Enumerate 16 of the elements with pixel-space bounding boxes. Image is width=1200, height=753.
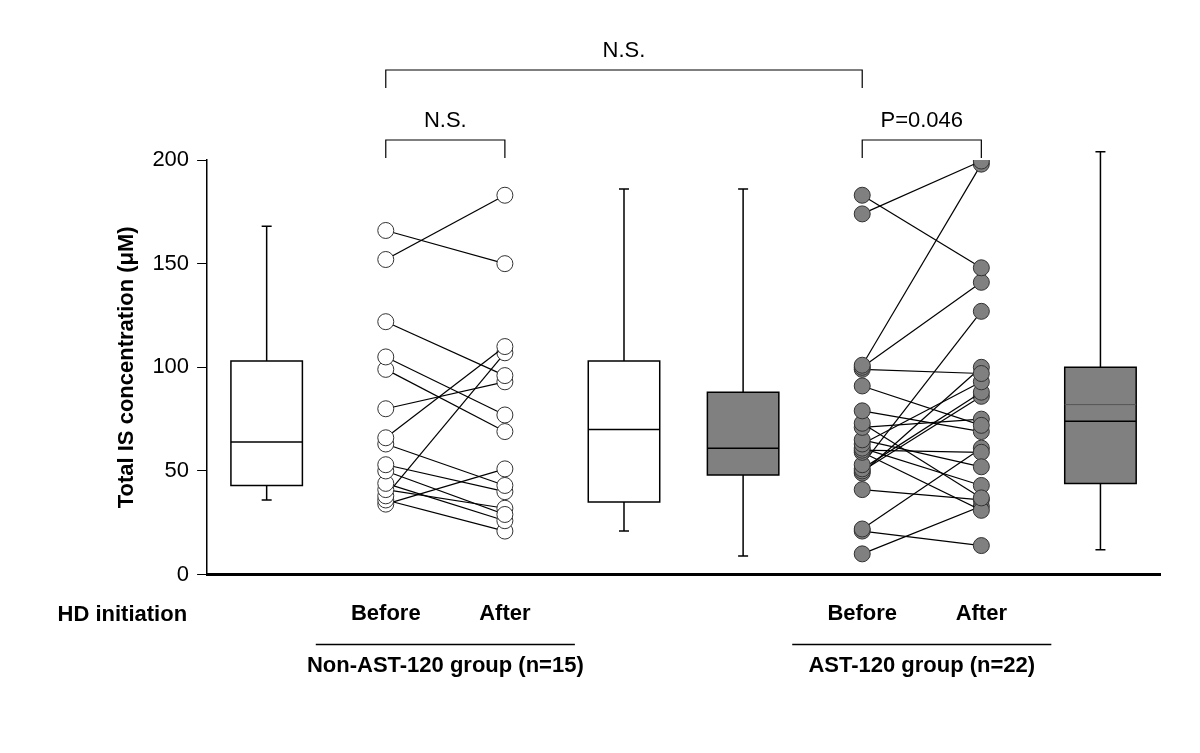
y-axis-title: Total IS concentration (μM): [113, 226, 139, 509]
text: AST-120 group (n=22): [808, 651, 1036, 677]
x-axis-title: HD initiation: [57, 600, 188, 626]
text: P=0.046: [880, 107, 964, 133]
x-tick-label: Before: [827, 599, 898, 625]
x-tick-label: Before: [350, 599, 421, 625]
x-tick-label: After: [955, 599, 1008, 625]
text: N.S.: [423, 107, 467, 133]
y-tick-label: 150: [152, 249, 190, 275]
y-tick-label: 200: [152, 146, 190, 172]
y-tick-label: 100: [152, 353, 190, 379]
x-tick-label: After: [479, 599, 531, 625]
y-tick-label: 0: [176, 560, 190, 586]
y-tick-label: 50: [164, 457, 190, 483]
text: Non-AST-120 group (n=15): [306, 651, 584, 677]
text: N.S.: [602, 37, 646, 63]
